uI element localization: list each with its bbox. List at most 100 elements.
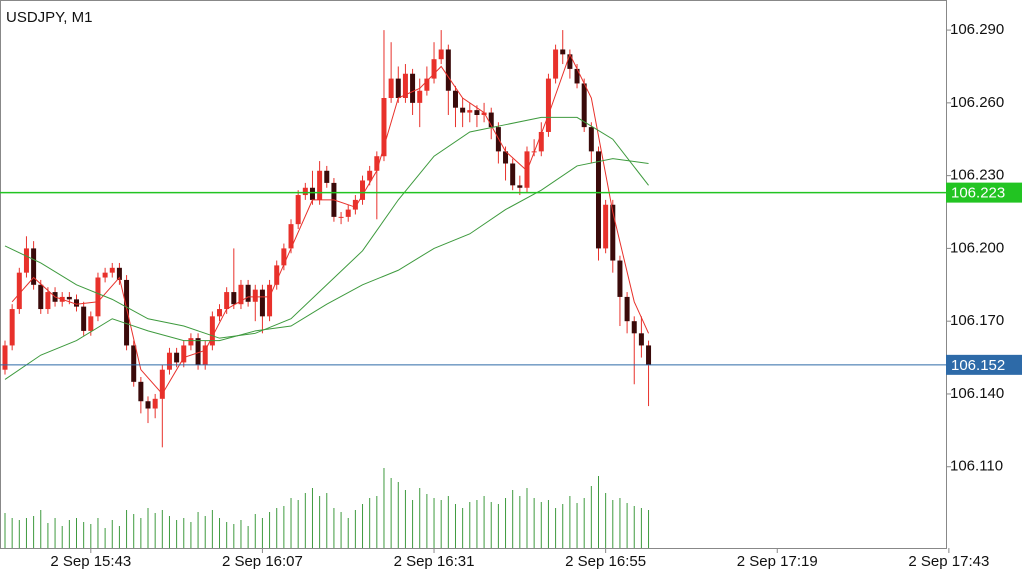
candle-body (2, 345, 8, 370)
candle-body (195, 338, 201, 365)
candle-body (410, 73, 416, 103)
candle-body (574, 68, 580, 84)
candle-body (445, 49, 451, 91)
candle-body (188, 338, 194, 346)
candle-body (81, 306, 87, 331)
candle-body (309, 187, 315, 200)
candle-body (66, 296, 72, 300)
candle-body (209, 316, 215, 346)
plot-frame (0, 0, 947, 549)
candle-body (617, 260, 623, 297)
candle-body (560, 49, 566, 55)
x-tick-label: 2 Sep 15:43 (50, 553, 131, 570)
candle-body (74, 299, 80, 307)
candle-body (88, 316, 94, 331)
candle-body (588, 127, 594, 152)
candle-body (395, 78, 401, 99)
candle-body (145, 401, 151, 409)
candle-body (238, 284, 244, 305)
candle-body (267, 284, 273, 317)
candle-body (646, 345, 652, 365)
chart-title: USDJPY, M1 (6, 9, 92, 26)
candle-body (381, 98, 387, 157)
x-tick-label: 2 Sep 16:07 (222, 553, 303, 570)
candle-body (116, 267, 122, 280)
candle-body (152, 398, 158, 409)
candle-body (581, 83, 587, 128)
candle-body (553, 49, 559, 79)
candle-body (510, 163, 516, 186)
candle-body (431, 59, 437, 79)
candle-body (438, 49, 444, 60)
candle-body (124, 279, 130, 346)
candle-body (538, 131, 544, 152)
candle-body (324, 170, 330, 183)
candle-body (31, 248, 37, 285)
candle-body (174, 352, 180, 363)
level-badge (946, 354, 1022, 375)
candle-body (481, 112, 487, 115)
candle-body (595, 151, 601, 249)
candle-body (638, 333, 644, 346)
candle-body (317, 170, 323, 200)
candle-body (281, 248, 287, 266)
y-tick-label: 106.140 (950, 385, 1004, 402)
candle-body (16, 272, 22, 310)
candle-body (217, 309, 223, 317)
candle-body (545, 78, 551, 132)
candle-body (252, 289, 258, 302)
candle-body (452, 90, 458, 108)
candle-body (360, 180, 366, 200)
candle-body (102, 272, 108, 278)
candle-body (159, 369, 165, 399)
candle-body (631, 321, 637, 334)
level-label: 106.223 (951, 185, 1005, 202)
y-tick-label: 106.290 (950, 21, 1004, 38)
y-tick-label: 106.260 (950, 94, 1004, 111)
y-tick-label: 106.230 (950, 167, 1004, 184)
candle-body (181, 345, 187, 363)
candle-body (9, 309, 15, 346)
candle-body (460, 107, 466, 113)
candle-body (338, 216, 344, 218)
candle-body (131, 345, 137, 382)
candle-body (624, 296, 630, 322)
candle-body (245, 284, 251, 302)
moving-average (4, 158, 649, 380)
y-tick-label: 106.200 (950, 239, 1004, 256)
candle-body (166, 352, 172, 370)
y-tick-label: 106.110 (950, 458, 1003, 475)
level-label: 106.152 (951, 357, 1005, 374)
candle-body (388, 78, 394, 99)
candle-body (488, 112, 494, 128)
candle-body (352, 199, 358, 210)
candle-body (367, 170, 373, 181)
candle-body (610, 204, 616, 261)
level-badge (946, 182, 1022, 203)
candle-body (45, 292, 51, 310)
candle-body (38, 284, 44, 310)
x-tick-label: 2 Sep 17:19 (737, 553, 818, 570)
candle-body (302, 187, 308, 196)
candle-body (374, 156, 380, 171)
moving-average (11, 53, 649, 395)
candle-body (95, 277, 101, 317)
candle-body (474, 110, 480, 115)
y-tick-label: 106.170 (950, 312, 1004, 329)
candle-body (503, 151, 509, 164)
candle-body (517, 185, 523, 188)
candle-body (345, 209, 351, 217)
candle-body (138, 381, 144, 402)
moving-average (4, 116, 649, 339)
candle-body (274, 265, 280, 285)
candle-body (467, 110, 473, 113)
candle-body (603, 204, 609, 249)
candle-body (424, 78, 430, 91)
candle-body (109, 267, 115, 273)
candle-body (417, 90, 423, 103)
candle-body (202, 345, 208, 365)
candle-body (23, 248, 29, 273)
candle-body (567, 54, 573, 69)
